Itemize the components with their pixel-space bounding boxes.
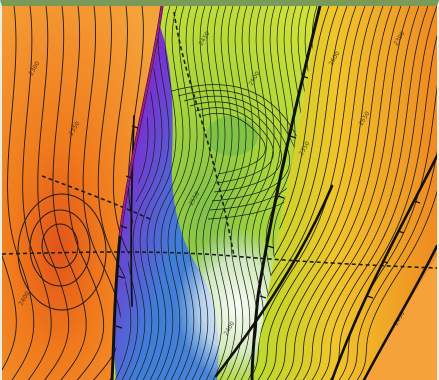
section-line-main: [2, 251, 437, 269]
contour-line: [22, 6, 52, 380]
contour-line: [195, 107, 274, 184]
contour-line: [271, 6, 393, 380]
contour-line: [146, 6, 184, 380]
fault-tick: [259, 295, 267, 299]
contour-line: [252, 6, 366, 380]
contour-line: [262, 6, 384, 380]
contour-line: [195, 6, 233, 380]
contour-line: [2, 6, 17, 380]
fault-minor: [130, 115, 135, 307]
contour-line: [298, 6, 420, 380]
fault-tick: [131, 125, 139, 129]
contour-line: [153, 6, 191, 380]
contour-line: [160, 6, 198, 380]
contour-line: [202, 6, 240, 380]
fault-tick: [301, 75, 309, 79]
contour-line: [188, 6, 226, 380]
contour-line: [189, 101, 282, 193]
contour-map: 2300235024002450250025502600265023002350…: [2, 6, 437, 380]
contour-line: [7, 6, 35, 380]
contour-line: [52, 6, 87, 380]
contour-line: [67, 6, 105, 380]
fault-throw-ticks: [115, 75, 421, 329]
contour-line: [334, 6, 437, 380]
contour-line: [139, 6, 177, 380]
fault-central: [250, 6, 322, 380]
fault-tick: [115, 325, 123, 329]
fault-tick: [277, 195, 285, 199]
contour-line: [252, 6, 348, 380]
fault-oblique: [214, 184, 334, 378]
contour-line: [352, 6, 437, 380]
fault-tick: [267, 245, 275, 249]
contour-line: [132, 6, 170, 380]
contour-line: [174, 6, 212, 380]
contour-line: [289, 6, 411, 380]
contour-line: [209, 6, 247, 380]
fault-tick: [381, 260, 389, 264]
contour-line: [181, 6, 219, 380]
contour-line: [280, 6, 402, 380]
fault-west-highlight: [119, 6, 163, 237]
fault-tick: [120, 225, 128, 229]
fault-tick: [413, 200, 421, 204]
contour-line: [183, 95, 290, 202]
fault-far-east: [362, 244, 437, 380]
high-closure-contours: [17, 193, 107, 311]
contour-line: [201, 113, 266, 175]
contour-line: [167, 6, 205, 380]
contour-line: [252, 6, 357, 380]
contour-line: [307, 6, 429, 380]
contour-line: [216, 6, 254, 380]
section-line-north: [173, 11, 235, 257]
fault-tick: [366, 295, 374, 299]
contour-line: [230, 6, 268, 380]
fault-tick: [289, 135, 297, 139]
contour-line: [253, 6, 375, 380]
fault-tick: [117, 275, 125, 279]
section-line-west: [41, 175, 153, 221]
fault-tick: [397, 230, 405, 234]
fault-tick: [125, 175, 133, 179]
contour-line: [37, 6, 70, 380]
section-lines: [2, 11, 437, 269]
fault-east: [330, 154, 437, 380]
